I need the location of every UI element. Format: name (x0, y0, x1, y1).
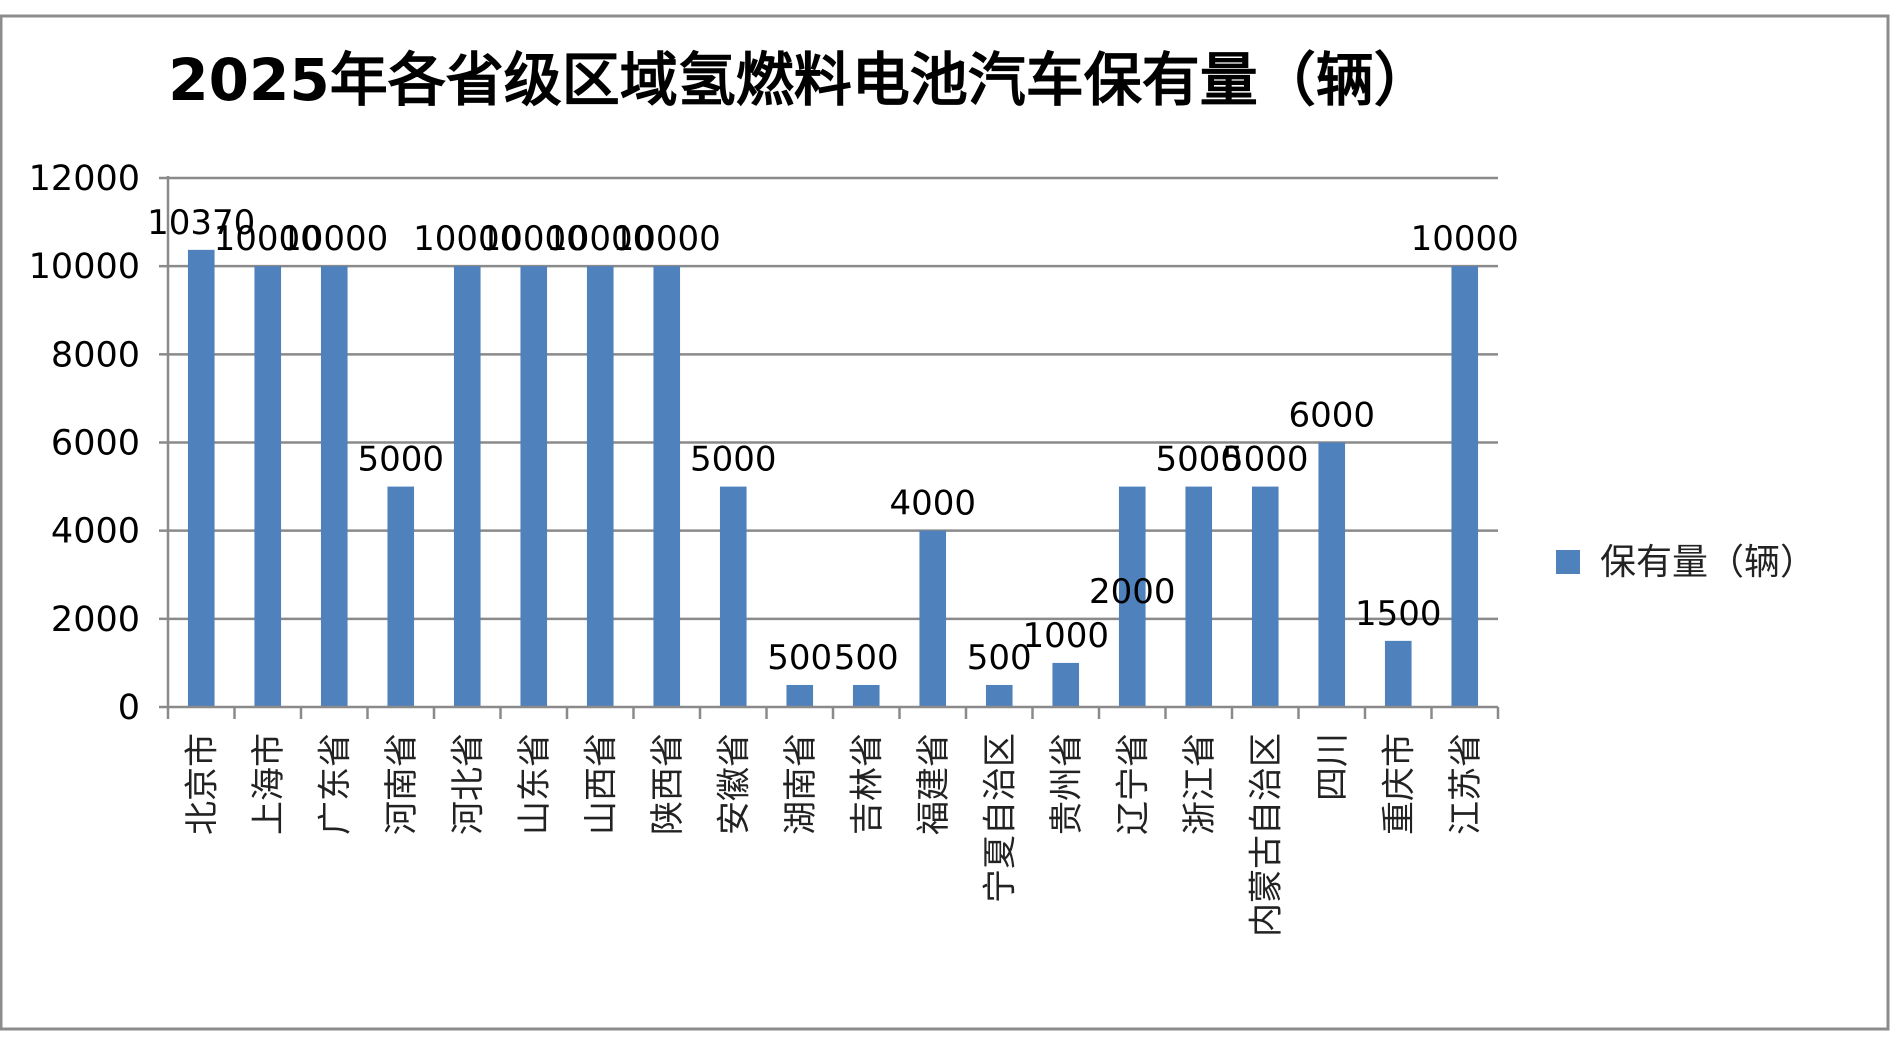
data-label: 10000 (280, 219, 388, 259)
bar (1451, 266, 1479, 707)
bar (453, 266, 481, 707)
y-tick-label: 2000 (51, 600, 140, 640)
x-tick-label: 上海市 (249, 733, 289, 835)
x-tick-label: 四川 (1313, 733, 1353, 801)
x-tick-label: 重庆市 (1379, 733, 1419, 835)
data-label: 5000 (357, 440, 444, 480)
data-label: 10000 (613, 219, 721, 259)
x-tick-label: 河南省 (382, 733, 422, 835)
legend-label: 保有量（辆） (1600, 542, 1816, 583)
bar (254, 266, 282, 707)
bar (719, 486, 747, 707)
data-label: 4000 (889, 484, 976, 524)
x-tick-label: 山东省 (515, 733, 555, 835)
bar (852, 684, 880, 707)
y-tick-label: 6000 (51, 424, 140, 464)
bar (653, 266, 681, 707)
x-tick-label: 辽宁省 (1113, 733, 1153, 835)
data-label: 1500 (1355, 594, 1442, 634)
x-tick-label: 贵州省 (1047, 733, 1087, 835)
bar (985, 684, 1013, 707)
y-tick-label: 12000 (29, 159, 140, 199)
bars (187, 249, 1479, 707)
data-label: 10370 (147, 203, 255, 243)
bar (1251, 486, 1279, 707)
bar (1052, 662, 1080, 707)
data-label: 5000 (1222, 440, 1309, 480)
y-tick-label: 4000 (51, 512, 140, 552)
chart-border (0, 14, 1890, 1031)
x-tick-label: 内蒙古自治区 (1246, 733, 1286, 937)
data-label: 5000 (1155, 440, 1242, 480)
bar (320, 266, 348, 707)
x-tick-label: 陕西省 (648, 733, 688, 835)
x-tick-label: 河北省 (448, 733, 488, 835)
x-tick-label: 安徽省 (714, 733, 754, 835)
x-tick-label: 山西省 (581, 733, 621, 835)
data-label: 500 (967, 638, 1032, 678)
chart-title: 2025年各省级区域氢燃料电池汽车保有量（辆） (168, 46, 1431, 114)
data-label: 5000 (690, 440, 777, 480)
bar (1318, 442, 1346, 707)
data-label: 500 (767, 638, 832, 678)
x-tick-label: 广东省 (315, 733, 355, 835)
x-tick-label: 浙江省 (1180, 733, 1220, 835)
bar (1185, 486, 1213, 707)
data-label: 10000 (214, 219, 322, 259)
bar (1118, 486, 1146, 707)
x-axis: 北京市 上海市 广东省 河南省 河北省 山东省 山西省 陕西省 安徽省 湖南省 吉林省 福建省 宁夏自治… (166, 705, 1500, 937)
y-tick-label: 0 (118, 688, 140, 728)
x-tick-label: 北京市 (182, 733, 222, 835)
data-label: 6000 (1288, 396, 1375, 436)
bar (786, 684, 814, 707)
data-label: 2000 (1089, 572, 1176, 612)
bar (919, 530, 947, 707)
data-label: 10000 (546, 219, 654, 259)
bar (387, 486, 415, 707)
data-label: 1000 (1022, 616, 1109, 656)
data-label: 10000 (413, 219, 521, 259)
y-tick-label: 10000 (29, 247, 140, 287)
x-tick-label: 福建省 (914, 733, 954, 835)
data-label: 500 (834, 638, 899, 678)
x-tick-label: 湖南省 (781, 733, 821, 835)
bar (520, 266, 548, 707)
bar (187, 249, 215, 707)
x-tick-label: 吉林省 (847, 733, 887, 835)
y-tick-label: 8000 (51, 335, 140, 375)
y-axis: 0 2000 4000 6000 8000 10000 12000 (29, 159, 170, 728)
x-tick-label: 宁夏自治区 (980, 733, 1020, 903)
bar (1384, 640, 1412, 707)
data-label: 10000 (480, 219, 588, 259)
bar (586, 266, 614, 707)
legend-swatch (1556, 550, 1580, 574)
data-labels: 1037010000100005000100001000010000100005… (147, 203, 1519, 678)
data-label: 10000 (1411, 219, 1519, 259)
x-tick-label: 江苏省 (1446, 733, 1486, 835)
legend: 保有量（辆） (1556, 542, 1816, 583)
